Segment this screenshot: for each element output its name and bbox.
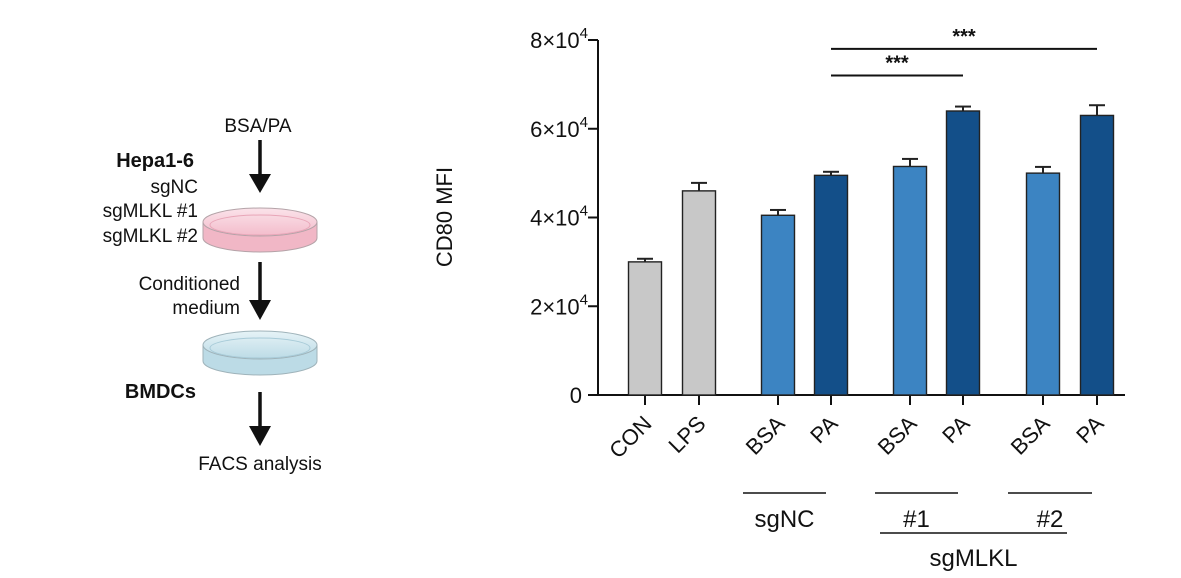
conditioned-medium-label: Conditioned — [139, 274, 240, 295]
x-axis — [598, 394, 1125, 405]
cell-group-label: sgMLKL #1 — [103, 201, 198, 222]
group-label: sgNC — [754, 506, 814, 533]
bar — [760, 214, 796, 396]
group-labels: sgNC #1 #2 sgMLKL — [743, 492, 1092, 572]
bar-chart: CD80 MFI 0 2×104 4×104 6×104 8×104 CON LPS BSA… — [432, 25, 1125, 572]
x-tick-label: LPS — [663, 411, 710, 458]
y-axis: 0 2×104 4×104 6×104 8×104 — [530, 25, 599, 408]
bar — [627, 261, 663, 396]
bar — [945, 110, 981, 396]
group-label: #1 — [903, 506, 930, 533]
cell-line-label: Hepa1-6 — [116, 150, 194, 172]
target-cells-label: BMDCs — [125, 381, 196, 403]
significance-brackets: *** *** — [831, 26, 1097, 77]
bar — [681, 190, 717, 396]
conditioned-medium-label: medium — [172, 298, 240, 319]
significance-label: *** — [885, 53, 909, 75]
y-tick-label: 8×104 — [530, 25, 588, 53]
bar — [813, 174, 849, 396]
cell-group-label: sgNC — [150, 177, 198, 198]
readout-label: FACS analysis — [198, 454, 322, 475]
y-tick-label: 0 — [570, 383, 582, 408]
x-tick-label: PA — [805, 411, 843, 449]
workflow-schematic: BSA/PA Hepa1-6 sgNC sgMLKL #1 sgMLKL #2 … — [103, 116, 322, 475]
x-tick-label: PA — [937, 411, 975, 449]
y-tick-label: 2×104 — [530, 291, 588, 319]
treatment-label: BSA/PA — [224, 116, 292, 137]
bar — [892, 165, 928, 396]
bar — [1025, 172, 1061, 396]
arrow-down-icon — [249, 262, 271, 320]
x-tick-label: BSA — [873, 411, 922, 460]
y-axis-label: CD80 MFI — [432, 167, 457, 267]
significance-label: *** — [952, 26, 976, 48]
culture-dish-icon — [202, 207, 318, 253]
x-tick-label: PA — [1071, 411, 1109, 449]
bars — [627, 104, 1115, 396]
category-labels: CON LPS BSA PA BSA PA BSA PA — [604, 411, 1108, 463]
culture-dish-icon — [202, 330, 318, 376]
x-tick-label: BSA — [741, 411, 790, 460]
x-tick-label: BSA — [1006, 411, 1055, 460]
arrow-down-icon — [249, 140, 271, 193]
bar — [1079, 114, 1115, 396]
x-tick-label: CON — [604, 411, 656, 463]
y-tick-label: 4×104 — [530, 203, 588, 231]
y-tick-label: 6×104 — [530, 114, 588, 142]
arrow-down-icon — [249, 392, 271, 446]
cell-group-label: sgMLKL #2 — [103, 226, 198, 247]
supergroup-label: sgMLKL — [929, 545, 1017, 572]
group-label: #2 — [1037, 506, 1064, 533]
